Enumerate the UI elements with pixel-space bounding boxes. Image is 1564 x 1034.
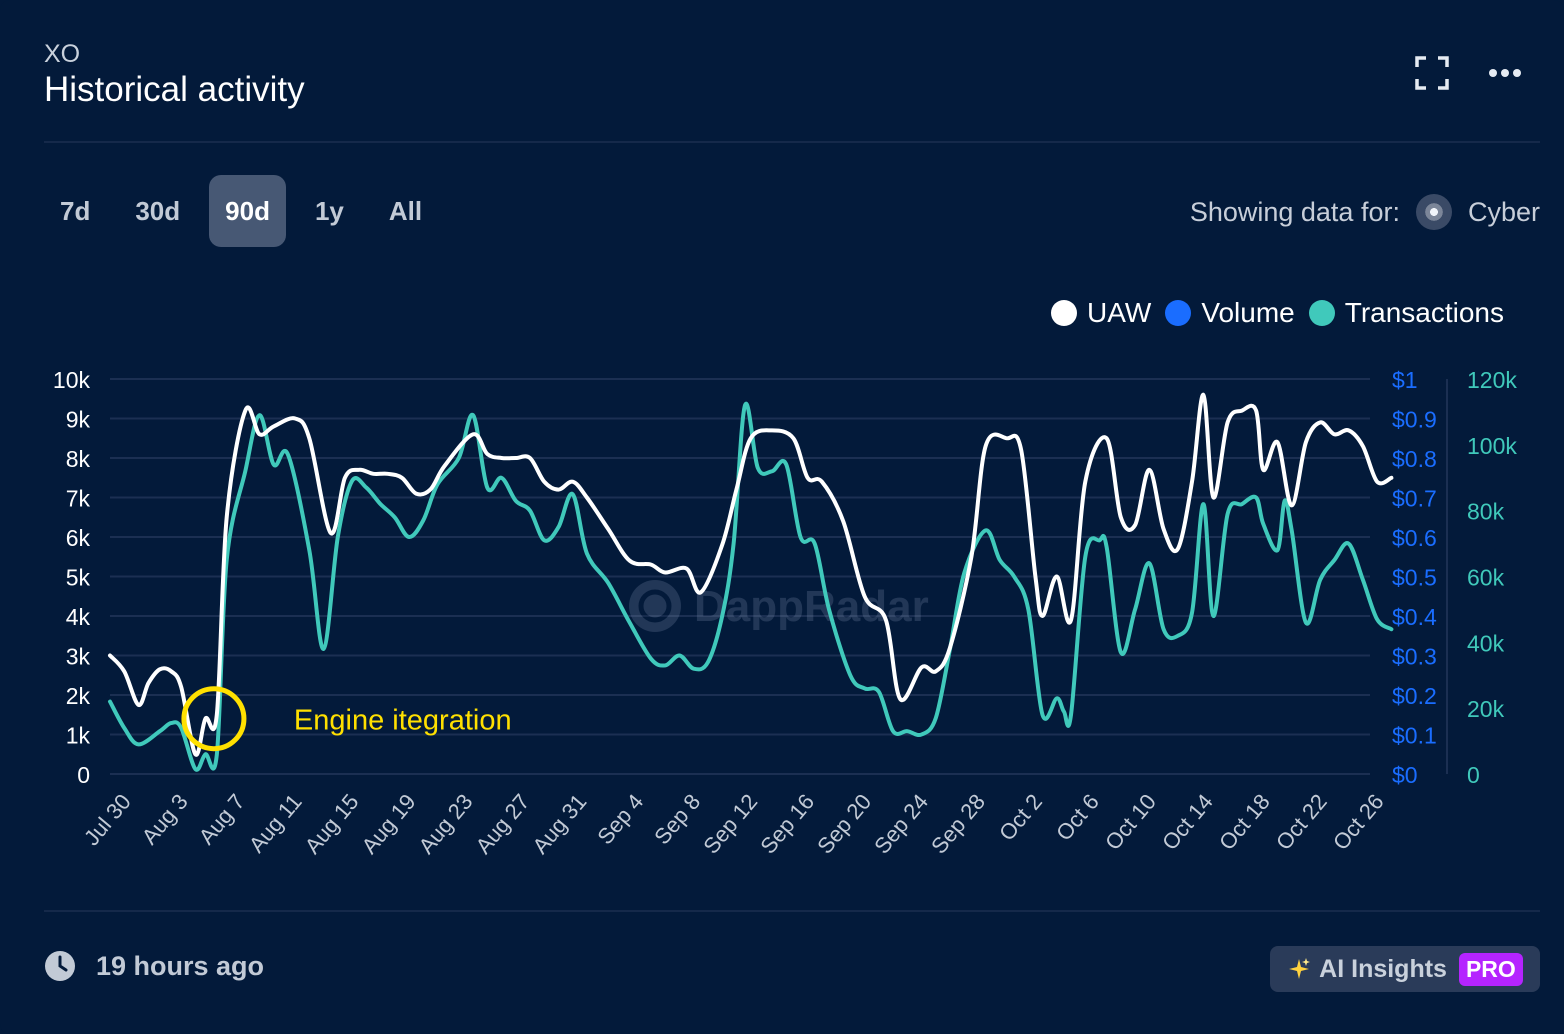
x-axis-tick: Aug 31	[527, 789, 591, 858]
volume-axis-tick: $0.3	[1392, 644, 1437, 670]
x-axis-tick: Aug 3	[137, 789, 193, 849]
transactions-axis-tick: 20k	[1467, 696, 1505, 722]
transactions-axis-tick: 100k	[1467, 433, 1517, 459]
left-axis-tick: 8k	[66, 446, 91, 472]
clock-icon	[45, 951, 75, 981]
more-icon	[1489, 69, 1521, 77]
legend-transactions-label: Transactions	[1344, 297, 1504, 328]
range-tabs: 7d 30d 90d 1y All	[44, 175, 451, 247]
volume-axis-tick: $0.4	[1392, 604, 1437, 630]
header-divider	[44, 141, 1540, 143]
series-line-transactions	[108, 401, 1394, 772]
ai-insights-label: AI Insights	[1319, 954, 1447, 983]
project-name: XO	[44, 40, 81, 68]
watermark-text: DappRadar	[694, 582, 929, 631]
tab-1y[interactable]: 1y	[314, 195, 344, 226]
expand-icon	[1415, 56, 1449, 90]
x-axis-tick: Sep 4	[592, 789, 648, 849]
left-axis-tick: 3k	[66, 644, 91, 670]
volume-axis-tick: $0.7	[1392, 486, 1437, 512]
left-axis-tick: 4k	[66, 604, 91, 630]
x-axis-tick: Sep 24	[869, 789, 933, 858]
chain-selector[interactable]: Showing data for: Cyber	[1190, 190, 1540, 234]
tab-30d[interactable]: 30d	[135, 195, 181, 226]
volume-axis-tick: $0.9	[1392, 407, 1437, 433]
ai-insights-button[interactable]: AI Insights PRO	[1270, 946, 1540, 992]
transactions-axis-tick: 40k	[1467, 630, 1505, 656]
watermark-logo-ring	[638, 589, 672, 623]
transactions-axis-tick: 60k	[1467, 565, 1505, 591]
expand-button[interactable]	[1407, 50, 1457, 96]
x-axis-tick: Oct 10	[1100, 789, 1161, 855]
footer-divider	[44, 910, 1540, 912]
x-axis-tick: Sep 28	[926, 789, 990, 858]
left-axis-tick: 9k	[66, 407, 91, 433]
annotation-label: Engine itegration	[294, 705, 512, 737]
x-axis-tick: Oct 22	[1271, 789, 1332, 855]
legend-volume[interactable]: Volume	[1165, 297, 1295, 329]
watermark-logo-icon	[629, 580, 681, 632]
volume-axis-tick: $0.5	[1392, 565, 1437, 591]
activity-chart: 0 1k 2k 3k 4k 5k 6k 7k 8k 9k 10k $0 $0.1 $0.2 $0.3 $0.4…	[53, 367, 1517, 859]
legend-transactions[interactable]: Transactions	[1308, 297, 1504, 329]
transactions-axis-tick: 80k	[1467, 499, 1505, 525]
left-axis-tick: 1k	[66, 723, 91, 749]
transactions-axis-tick: 120k	[1467, 367, 1517, 393]
x-axis-tick: Aug 15	[300, 789, 364, 858]
left-axis-tick: 6k	[66, 525, 91, 551]
showing-label: Showing data for:	[1189, 196, 1400, 227]
left-axis-tick: 10k	[53, 367, 91, 393]
tab-90d[interactable]: 90d	[209, 175, 286, 247]
x-axis-tick: Oct 6	[1051, 789, 1104, 845]
left-axis-tick: 5k	[66, 565, 91, 591]
x-axis-tick: Oct 2	[994, 789, 1047, 845]
x-axis-tick: Sep 20	[812, 789, 876, 858]
tab-all[interactable]: All	[388, 195, 423, 226]
x-axis-tick: Aug 7	[194, 789, 250, 849]
pro-badge: PRO	[1458, 952, 1523, 986]
page-title: Historical activity	[44, 70, 305, 109]
volume-axis-tick: $0.8	[1392, 446, 1437, 472]
x-axis-tick: Sep 8	[649, 789, 705, 849]
volume-axis-tick: $0.6	[1392, 525, 1437, 551]
tab-7d[interactable]: 7d	[60, 195, 91, 226]
last-updated-text: 19 hours ago	[96, 950, 265, 981]
x-axis-tick: Oct 14	[1157, 789, 1218, 855]
x-axis-tick: Aug 27	[470, 789, 534, 858]
left-axis-tick: 0	[77, 762, 90, 788]
volume-axis-tick: $1	[1392, 367, 1418, 393]
legend-transactions-dot	[1308, 300, 1335, 326]
x-axis-tick: Aug 11	[244, 789, 307, 857]
x-axis-tick: Aug 19	[357, 789, 421, 858]
x-axis-tick: Jul 30	[79, 789, 136, 850]
legend-uaw-label: UAW	[1087, 297, 1152, 328]
watermark: DappRadar	[629, 580, 929, 632]
left-axis-tick: 2k	[66, 683, 91, 709]
volume-axis-tick: $0.2	[1392, 683, 1437, 709]
chart-legend: UAW Volume Transactions	[1037, 292, 1504, 334]
x-axis-tick: Oct 26	[1328, 789, 1389, 855]
volume-axis-tick: $0	[1392, 762, 1418, 788]
series-line-uaw	[108, 392, 1394, 757]
x-axis-tick: Aug 23	[414, 789, 478, 858]
legend-volume-label: Volume	[1201, 297, 1295, 328]
chain-name: Cyber	[1467, 196, 1540, 227]
legend-volume-dot	[1165, 300, 1192, 326]
annotation-circle	[181, 686, 247, 752]
x-axis-tick: Sep 12	[698, 789, 762, 858]
last-updated: 19 hours ago	[44, 950, 264, 982]
legend-uaw-dot	[1051, 300, 1078, 326]
cyber-chain-icon	[1415, 194, 1452, 230]
left-axis-tick: 7k	[66, 486, 91, 512]
sparkle-icon	[1289, 958, 1311, 979]
legend-uaw[interactable]: UAW	[1051, 297, 1151, 329]
volume-axis-tick: $0.1	[1392, 723, 1437, 749]
x-axis-tick: Sep 16	[755, 789, 819, 858]
more-options-button[interactable]	[1480, 50, 1530, 96]
x-axis-tick: Oct 18	[1214, 789, 1275, 855]
transactions-axis-tick: 0	[1467, 762, 1480, 788]
